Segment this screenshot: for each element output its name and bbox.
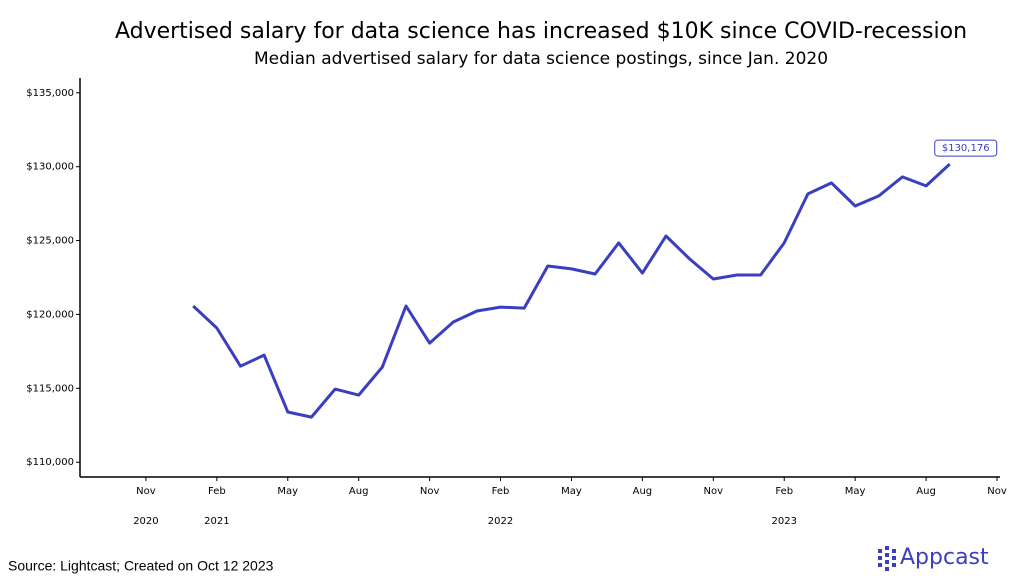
value-label-box: [934, 139, 998, 157]
brand-logo: [878, 546, 896, 571]
x-tick-label: May: [277, 486, 298, 497]
x-year-label: 2022: [488, 516, 513, 527]
x-tick-label: Nov: [704, 486, 724, 497]
x-year-label: 2023: [772, 516, 797, 527]
data-line: [192, 162, 951, 419]
x-tick-label: Nov: [136, 486, 156, 497]
y-tick-label: $110,000: [26, 457, 74, 468]
source-note: Source: Lightcast; Created on Oct 12 202…: [8, 558, 274, 574]
y-tick-label: $115,000: [26, 383, 74, 394]
y-tick-label: $130,000: [26, 162, 74, 173]
x-tick-label: Nov: [420, 486, 440, 497]
brand-name: Appcast: [900, 545, 989, 570]
x-year-label: 2020: [133, 516, 158, 527]
x-year-label: 2021: [204, 516, 229, 527]
value-label: $130,176: [942, 143, 990, 154]
x-tick-label: May: [561, 486, 582, 497]
chart-title: Advertised salary for data science has i…: [115, 19, 967, 44]
y-tick-label: $125,000: [26, 236, 74, 247]
x-tick-label: Feb: [208, 486, 226, 497]
y-tick-label: $135,000: [26, 88, 74, 99]
y-tick-label: $120,000: [26, 309, 74, 320]
x-tick-label: Feb: [775, 486, 793, 497]
x-tick-label: May: [845, 486, 866, 497]
x-tick-label: Aug: [633, 486, 653, 497]
x-tick-label: Feb: [492, 486, 510, 497]
x-tick-label: Aug: [349, 486, 369, 497]
x-tick-label: Aug: [916, 486, 936, 497]
chart-subtitle: Median advertised salary for data scienc…: [254, 49, 828, 69]
x-tick-label: Nov: [987, 486, 1007, 497]
